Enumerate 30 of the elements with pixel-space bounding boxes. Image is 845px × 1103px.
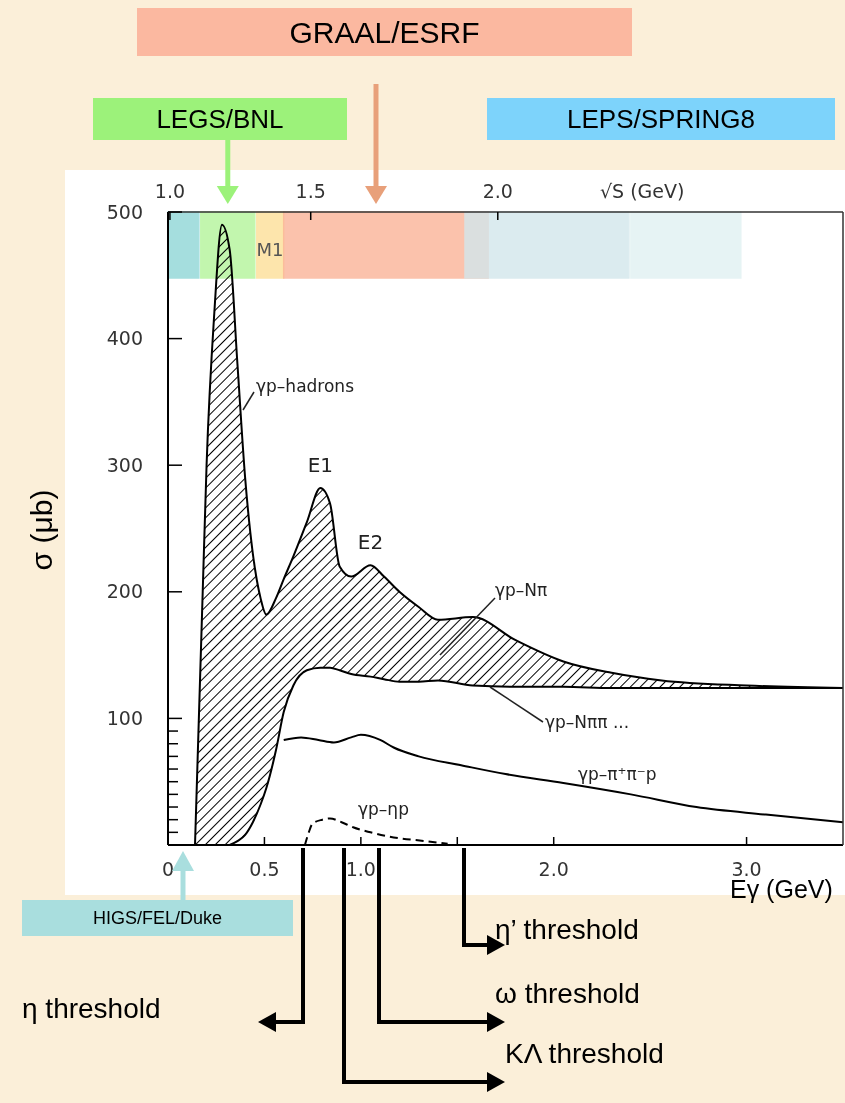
annotation: E1	[307, 452, 334, 477]
annotation: E2	[357, 530, 384, 555]
x-tick-label: 1.0	[345, 858, 376, 880]
y-tick-label: 100	[106, 707, 143, 730]
series-label: γp–π⁺π⁻p	[578, 764, 657, 784]
annotation: M1	[256, 239, 284, 261]
text: η threshold	[22, 993, 161, 1024]
series-label: γp–Nππ ...	[545, 712, 630, 732]
annotation: γp–Nπ	[495, 580, 548, 600]
y-tick-label: 400	[106, 327, 143, 350]
annotation: 2.0	[482, 180, 513, 202]
text: η’ threshold	[495, 914, 639, 945]
x-tick-label: 0.5	[249, 858, 280, 880]
text: HIGS/FEL/Duke	[92, 908, 223, 929]
text: KΛ threshold	[505, 1038, 664, 1069]
y-tick-label: 200	[106, 580, 143, 603]
x-tick-label: 0	[161, 858, 175, 880]
text: GRAAL/ESRF	[289, 15, 480, 49]
x2-axis-title: √S (GeV)	[600, 180, 685, 202]
text: LEPS/SPRING8	[567, 104, 755, 135]
y-axis-title: σ (μb)	[25, 489, 58, 571]
annotation: LEGS/BNL	[156, 104, 284, 135]
annotation: 1.0	[154, 180, 186, 202]
text: ω threshold	[495, 978, 640, 1009]
series-label: γp–hadrons	[256, 376, 355, 396]
series-label: γp–ηp	[358, 799, 409, 819]
y-tick-label: 500	[106, 200, 143, 223]
annotation: 1.5	[295, 180, 326, 202]
x-tick-label: 2.0	[538, 858, 569, 880]
y-tick-label: 300	[106, 453, 143, 476]
